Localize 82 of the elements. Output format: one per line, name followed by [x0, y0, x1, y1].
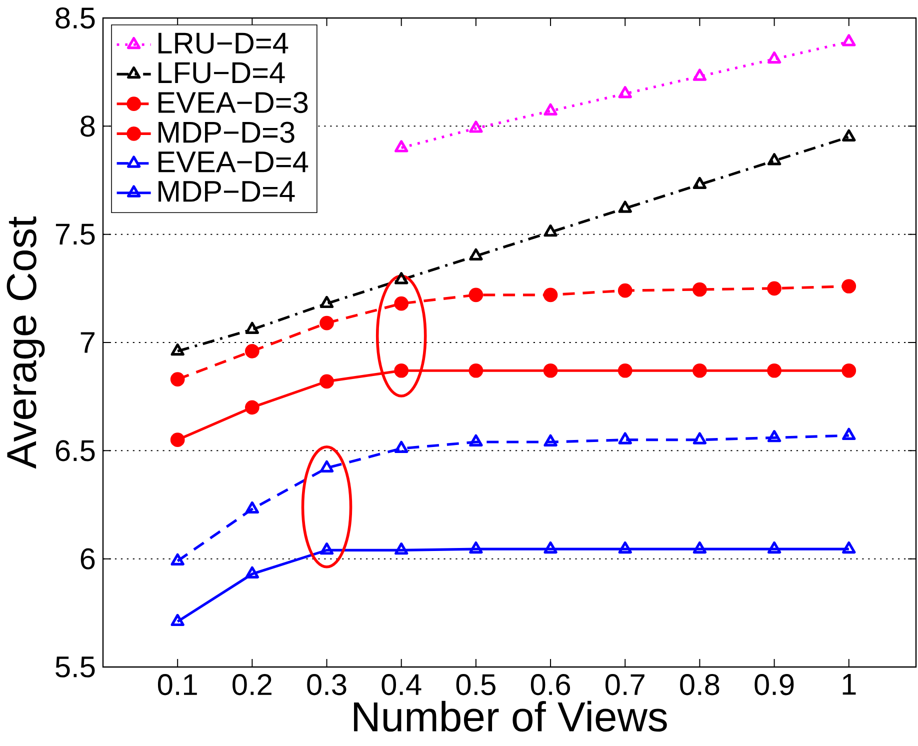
point: [618, 200, 632, 213]
point: [468, 288, 484, 302]
y-tick-label: 6: [80, 548, 95, 570]
point: [544, 224, 558, 237]
point: [842, 541, 856, 554]
legend-label: LFU−D=4: [158, 62, 285, 84]
point: [245, 344, 260, 358]
point: [842, 279, 856, 294]
y-tick-label: 7.5: [56, 224, 95, 245]
point: [618, 432, 632, 444]
point: [692, 432, 707, 444]
point: [692, 68, 707, 81]
point: [394, 296, 409, 311]
point: [245, 501, 259, 514]
point: [544, 103, 558, 116]
point: [394, 140, 408, 152]
x-tick-label: 0.1: [158, 674, 197, 696]
legend-label: EVEA−D=3: [158, 92, 308, 114]
point: [469, 434, 483, 446]
x-tick-label: 0.9: [754, 674, 794, 696]
point: [692, 282, 707, 297]
point: [767, 153, 782, 166]
point: [394, 363, 409, 378]
x-tick-label: 0.3: [307, 674, 346, 696]
point: [320, 316, 334, 330]
point: [618, 363, 632, 378]
point: [618, 86, 632, 98]
point: [469, 120, 483, 133]
point: [842, 129, 856, 142]
point: [394, 542, 408, 555]
point: [692, 363, 707, 378]
x-tick-label: 0.8: [680, 674, 720, 696]
point: [767, 363, 782, 378]
point: [320, 374, 334, 389]
x-axis-title: Number of Views: [354, 700, 667, 732]
legend-label: MDP−D=3: [158, 122, 294, 143]
point: [767, 281, 782, 296]
point: [543, 363, 558, 378]
point: [245, 400, 260, 415]
point: [543, 288, 558, 302]
point: [618, 541, 632, 554]
point: [394, 440, 408, 453]
point: [544, 434, 558, 446]
point: [842, 34, 856, 46]
legend-label: EVEA−D=4: [158, 152, 308, 172]
y-tick-label: 8.5: [56, 7, 95, 29]
point: [170, 343, 184, 356]
legend-label: MDP−D=4: [158, 181, 295, 202]
y-axis-title: Average Cost: [6, 216, 45, 469]
point: [469, 248, 483, 260]
point: [842, 363, 856, 378]
point: [767, 430, 782, 442]
point: [767, 541, 782, 554]
y-tick-label: 8: [80, 116, 95, 137]
x-tick-label: 0.4: [382, 674, 422, 696]
point: [468, 363, 484, 378]
x-tick-label: 0.2: [232, 674, 272, 696]
point: [692, 176, 707, 190]
point: [469, 541, 483, 554]
x-tick-label: 0.7: [606, 674, 644, 696]
point: [170, 614, 184, 626]
point: [692, 541, 707, 554]
point: [320, 460, 334, 472]
point: [245, 566, 259, 578]
point: [245, 322, 259, 334]
point: [394, 272, 408, 284]
y-tick-label: 5.5: [56, 656, 95, 678]
legend-label: LRU−D=4: [158, 32, 288, 54]
y-tick-label: 7: [80, 332, 94, 353]
point: [320, 296, 334, 308]
x-tick-label: 0.5: [456, 674, 496, 696]
x-tick-label: 0.6: [530, 674, 570, 696]
point: [767, 51, 782, 64]
point: [842, 428, 856, 440]
point: [544, 541, 558, 554]
point: [170, 432, 185, 448]
x-tick-label: 1: [842, 674, 856, 695]
point: [320, 542, 334, 555]
point: [618, 283, 632, 298]
y-tick-label: 6.5: [56, 440, 95, 462]
point: [170, 372, 185, 386]
point: [170, 553, 184, 566]
